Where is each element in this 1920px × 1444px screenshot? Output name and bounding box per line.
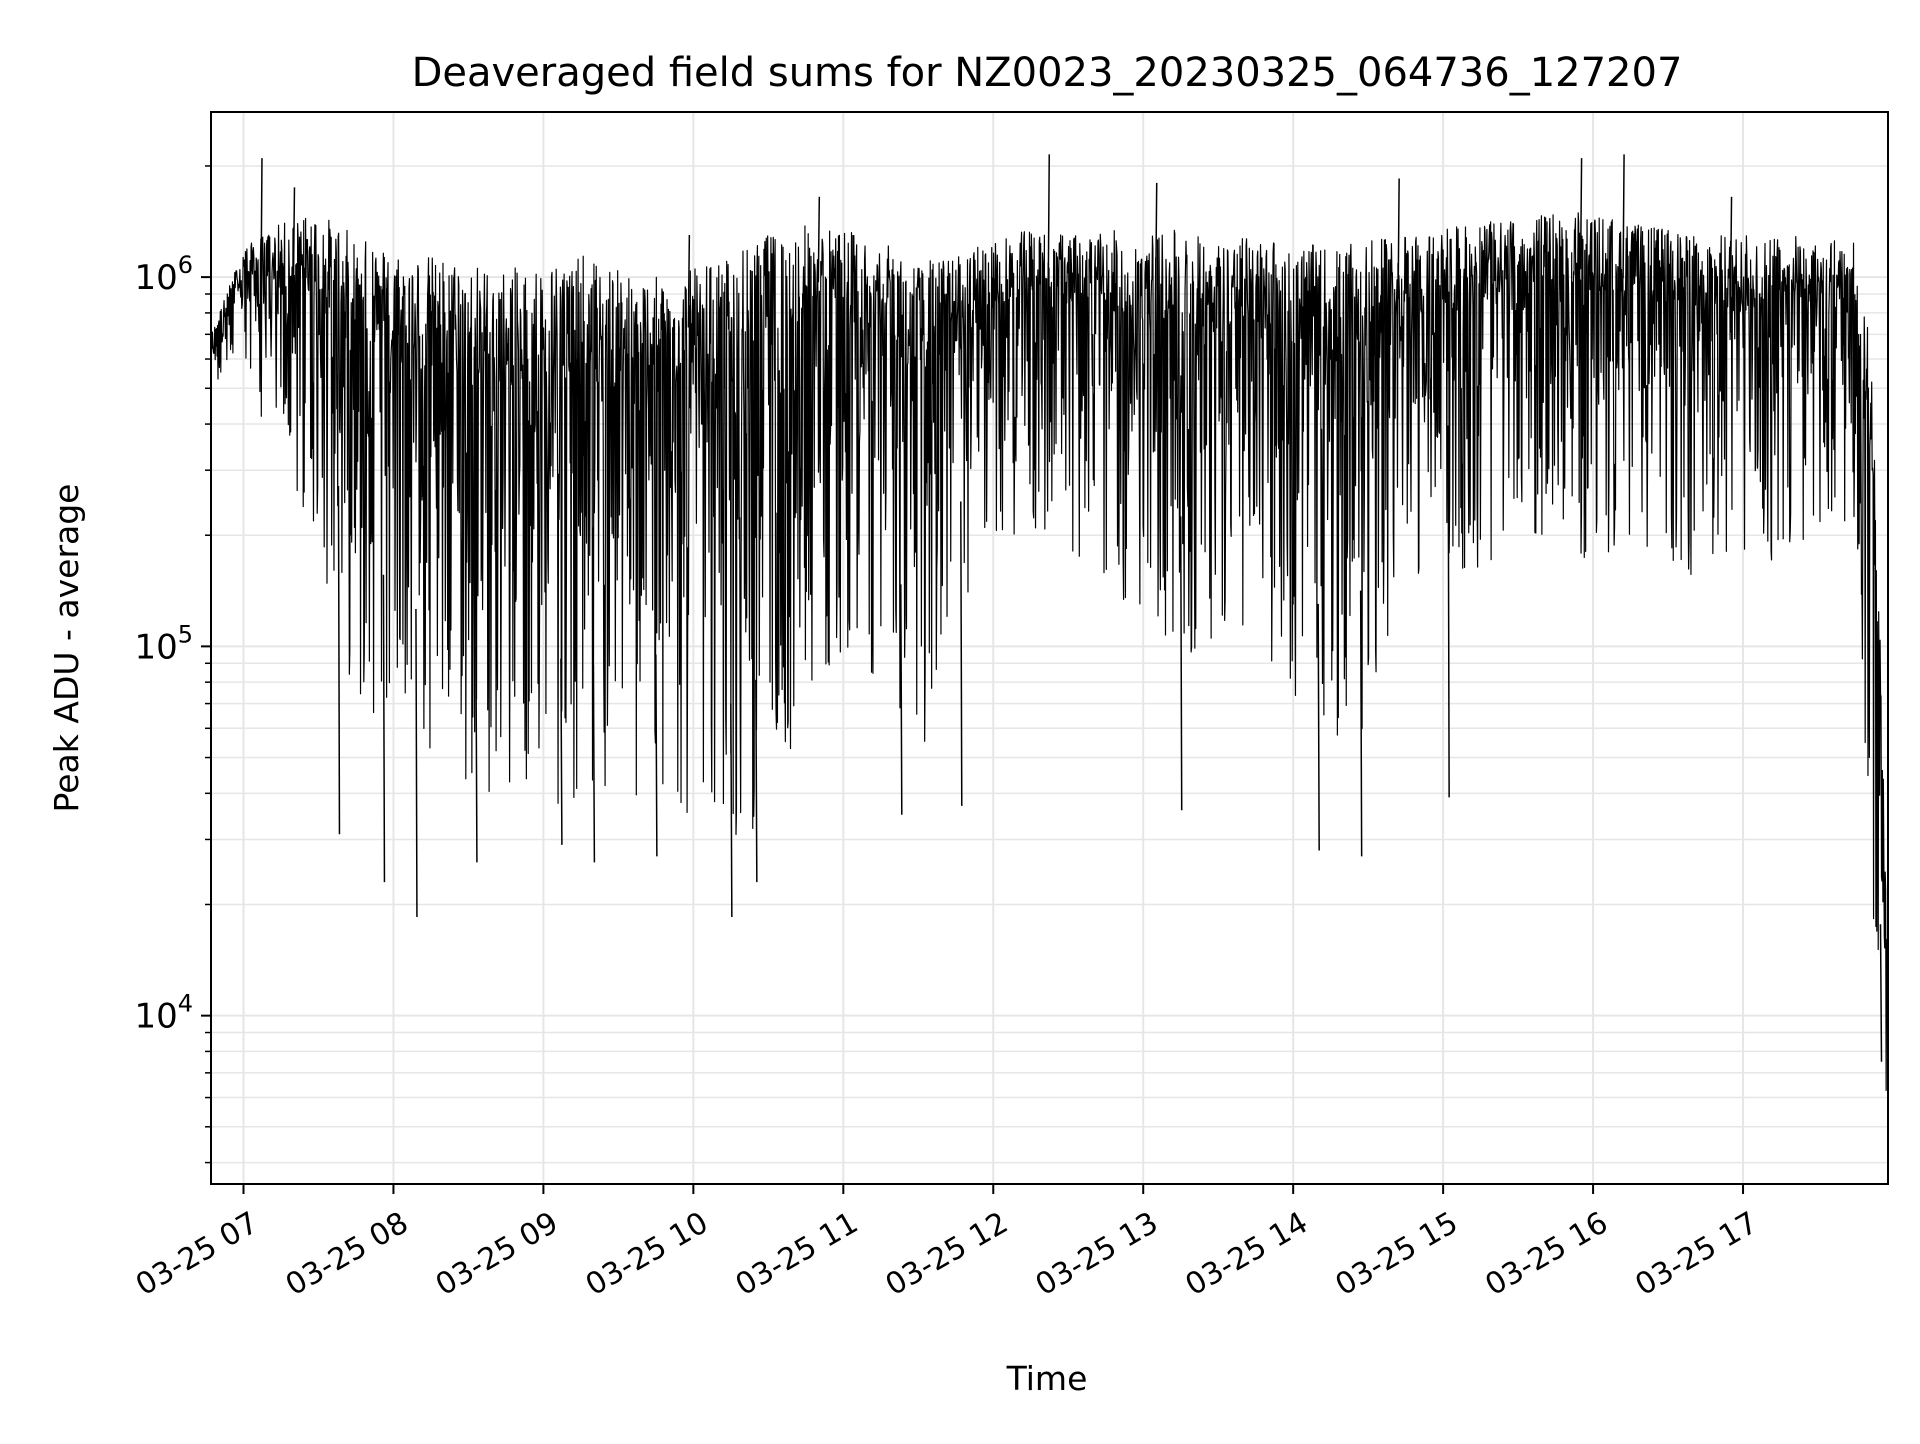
- spike-low-mark: [730, 703, 733, 917]
- spike-high-mark: [1729, 196, 1733, 293]
- spike-low-mark: [960, 501, 963, 806]
- spike-low-mark: [1879, 924, 1883, 1062]
- spike-low-mark: [755, 679, 758, 883]
- spike-high-mark: [817, 196, 821, 283]
- spike-low-mark: [1359, 590, 1363, 857]
- spike-low-mark: [382, 574, 386, 883]
- spike-low-mark: [560, 658, 563, 845]
- plot-frame: [210, 111, 1889, 1185]
- x-axis-title: Time: [1006, 1359, 1088, 1398]
- data-layer: [210, 154, 1889, 1091]
- spike-high-mark: [1397, 178, 1400, 294]
- spike-low-mark: [655, 654, 658, 857]
- spike-low-mark: [415, 609, 418, 917]
- spike-low-mark: [475, 646, 478, 863]
- series-line: [210, 212, 1889, 1091]
- spike-low-mark: [1447, 425, 1450, 798]
- spike-high-mark: [1047, 154, 1051, 290]
- spike-high-mark: [687, 235, 691, 328]
- spike-low-mark: [337, 485, 341, 835]
- spike-low-mark: [1317, 603, 1320, 851]
- y-tick-label: 104: [134, 990, 193, 1037]
- y-tick-label: 105: [134, 620, 193, 667]
- chart-title: Deaveraged field sums for NZ0023_2023032…: [412, 50, 1683, 96]
- spike-high-mark: [1579, 158, 1583, 270]
- y-tick-label: 106: [134, 251, 193, 298]
- spike-low-mark: [592, 664, 596, 863]
- spike-high-mark: [1154, 182, 1158, 291]
- spike-low-mark: [900, 584, 903, 815]
- y-axis-title: Peak ADU - average: [47, 484, 86, 813]
- spike-high-mark: [292, 187, 296, 277]
- spike-high-mark: [1622, 154, 1625, 279]
- spike-high-mark: [260, 158, 263, 294]
- spike-low-mark: [1179, 516, 1183, 811]
